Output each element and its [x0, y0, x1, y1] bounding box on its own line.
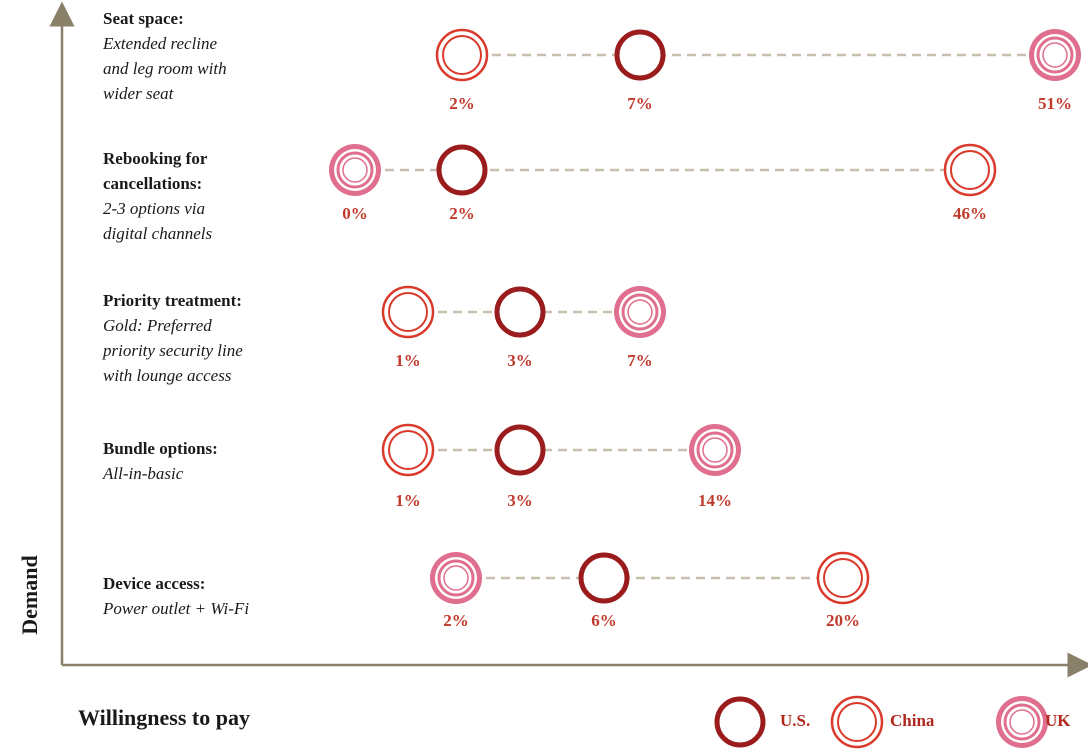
us-marker — [714, 696, 766, 748]
row-description: Gold: Preferred — [103, 316, 212, 335]
row-description: wider seat — [103, 84, 175, 103]
uk-marker-core — [443, 565, 469, 591]
value-label: 20% — [826, 611, 860, 630]
china-marker-inner — [442, 35, 482, 75]
row-description: All-in-basic — [102, 464, 184, 483]
china-marker — [816, 551, 870, 605]
china-marker — [830, 695, 884, 749]
uk-marker-core — [627, 299, 653, 325]
value-label: 51% — [1038, 94, 1072, 113]
row-description: priority security line — [102, 341, 243, 360]
row-title: Priority treatment: — [103, 291, 242, 310]
x-axis-label: Willingness to pay — [78, 705, 250, 730]
value-label: 46% — [953, 204, 987, 223]
china-marker-inner — [837, 702, 877, 742]
us-marker — [494, 424, 546, 476]
value-label: 2% — [443, 611, 469, 630]
row-title: Bundle options: — [103, 439, 218, 458]
row-description: digital channels — [103, 224, 212, 243]
row-title: Rebooking for — [103, 149, 208, 168]
us-marker — [436, 144, 488, 196]
y-axis-label: Demand — [17, 555, 42, 634]
value-label: 14% — [698, 491, 732, 510]
value-label: 2% — [449, 204, 475, 223]
us-marker — [614, 29, 666, 81]
value-label: 7% — [627, 351, 653, 370]
value-label: 7% — [627, 94, 653, 113]
row-description: Extended recline — [102, 34, 218, 53]
value-label: 1% — [395, 491, 421, 510]
uk-marker-core — [1042, 42, 1068, 68]
china-marker-inner — [388, 430, 428, 470]
china-marker — [381, 423, 435, 477]
uk-marker-core — [342, 157, 368, 183]
china-marker — [435, 28, 489, 82]
value-label: 3% — [507, 491, 533, 510]
uk-marker-core — [1009, 709, 1035, 735]
china-marker-inner — [950, 150, 990, 190]
value-label: 2% — [449, 94, 475, 113]
uk-marker-core — [702, 437, 728, 463]
value-label: 3% — [507, 351, 533, 370]
us-marker — [494, 286, 546, 338]
row-title: cancellations: — [103, 174, 202, 193]
value-label: 6% — [591, 611, 617, 630]
us-marker — [578, 552, 630, 604]
row-title: Seat space: — [103, 9, 184, 28]
china-marker-inner — [823, 558, 863, 598]
legend-label: China — [890, 711, 935, 730]
legend-label: UK — [1045, 711, 1071, 730]
legend-label: U.S. — [780, 711, 810, 730]
row-description: Power outlet + Wi-Fi — [102, 599, 249, 618]
row-description: 2-3 options via — [103, 199, 205, 218]
row-description: with lounge access — [103, 366, 232, 385]
row-title: Device access: — [103, 574, 205, 593]
row-description: and leg room with — [103, 59, 227, 78]
value-label: 1% — [395, 351, 421, 370]
china-marker — [943, 143, 997, 197]
value-label: 0% — [342, 204, 368, 223]
china-marker-inner — [388, 292, 428, 332]
china-marker — [381, 285, 435, 339]
